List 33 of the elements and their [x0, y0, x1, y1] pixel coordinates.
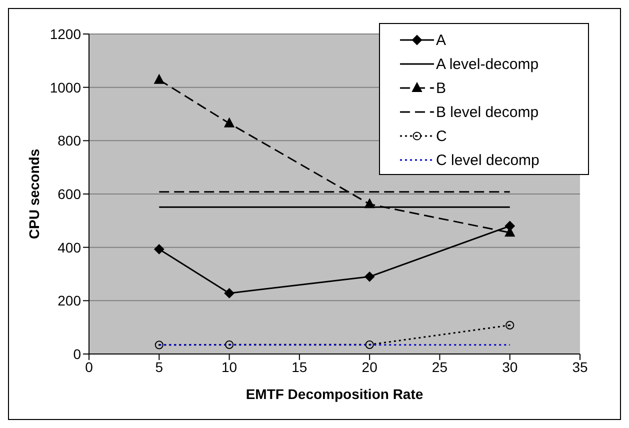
y-tick-label: 400 — [58, 239, 82, 256]
y-tick-label: 600 — [58, 186, 82, 202]
legend-label: C level decomp — [436, 152, 540, 168]
legend-label: A — [436, 32, 446, 48]
x-tick-label: 20 — [362, 358, 378, 375]
y-axis-title: CPU seconds — [26, 148, 42, 240]
y-tick-label: 200 — [58, 292, 82, 309]
legend-label: A level-decomp — [436, 56, 539, 72]
x-tick-label: 10 — [221, 358, 238, 375]
y-tick-label: 1200 — [50, 26, 82, 42]
x-tick-label: 25 — [432, 358, 448, 375]
y-tick-label: 0 — [73, 346, 82, 362]
x-tick-label: 35 — [572, 358, 588, 375]
x-axis-title: EMTF Decomposition Rate — [246, 386, 424, 402]
y-tick-label: 800 — [58, 132, 82, 149]
x-tick-label: 0 — [85, 358, 94, 375]
point — [154, 340, 164, 350]
point — [224, 340, 234, 349]
x-tick-label: 15 — [292, 358, 308, 375]
legend-label: B — [436, 80, 446, 96]
point — [364, 198, 375, 208]
point — [224, 288, 234, 298]
y-tick-label: 1000 — [50, 79, 82, 96]
legend-label: B level decomp — [436, 104, 539, 120]
point — [365, 340, 374, 349]
legend-label: C — [436, 128, 447, 144]
point — [154, 74, 164, 84]
point — [154, 244, 164, 254]
point — [224, 118, 234, 128]
x-tick-label: 30 — [502, 358, 518, 375]
point — [364, 272, 375, 282]
x-tick-label: 5 — [155, 358, 164, 375]
point — [506, 320, 514, 330]
